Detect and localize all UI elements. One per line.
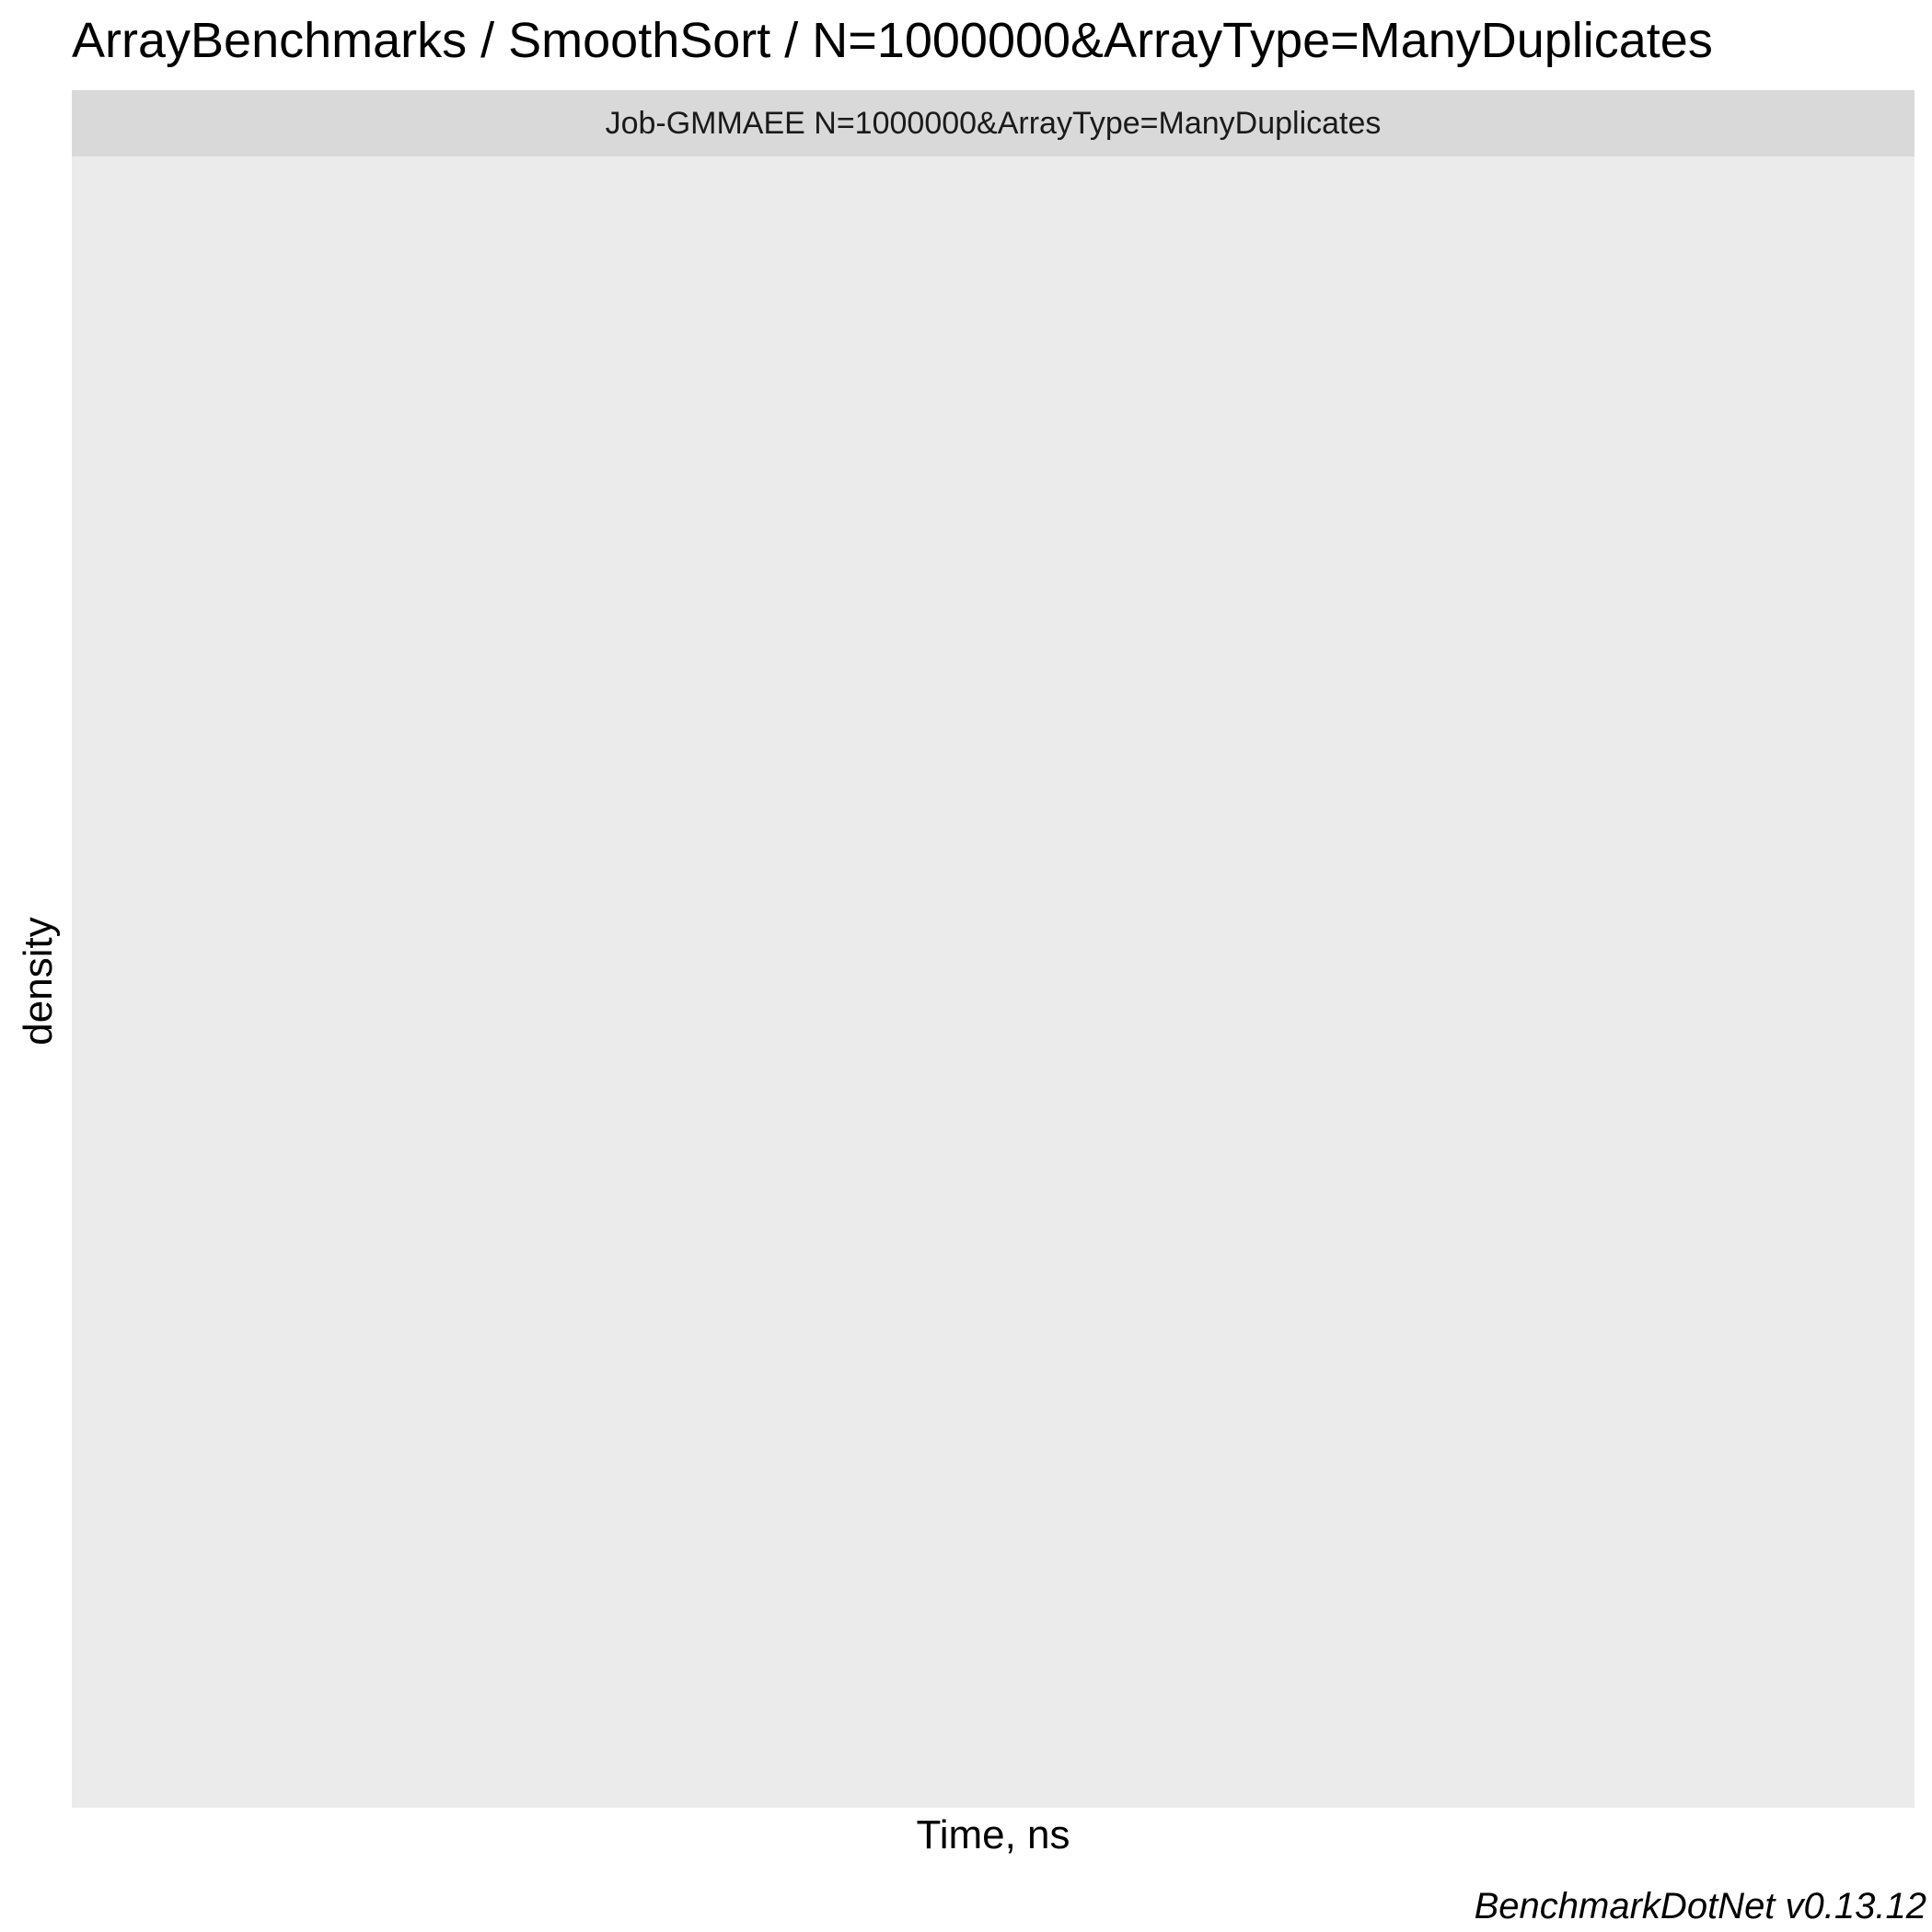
x-axis-label: Time, ns (916, 1812, 1070, 1857)
facet-label: Job-GMMAEE N=1000000&ArrayType=ManyDupli… (605, 106, 1382, 141)
chart-title: ArrayBenchmarks / SmoothSort / N=1000000… (72, 13, 1713, 68)
caption: BenchmarkDotNet v0.13.12 (1474, 1886, 1926, 1926)
y-axis-label: density (16, 917, 61, 1046)
plot-panel (72, 156, 1915, 1808)
plot-area (72, 156, 1915, 1808)
facet-strip: Job-GMMAEE N=1000000&ArrayType=ManyDupli… (72, 90, 1915, 156)
